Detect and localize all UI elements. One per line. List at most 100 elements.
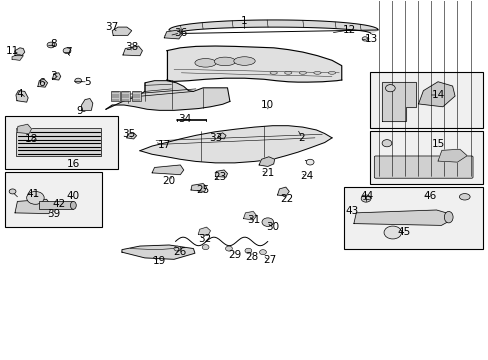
Polygon shape — [126, 133, 136, 139]
Circle shape — [225, 246, 232, 251]
Polygon shape — [52, 73, 61, 80]
Polygon shape — [259, 157, 274, 166]
Polygon shape — [12, 54, 23, 60]
Ellipse shape — [299, 71, 306, 74]
Circle shape — [362, 37, 367, 41]
Circle shape — [47, 42, 55, 48]
Circle shape — [259, 249, 266, 255]
Bar — [5, 116, 118, 169]
Bar — [369, 72, 482, 128]
Polygon shape — [166, 46, 341, 82]
Text: 34: 34 — [178, 113, 191, 123]
Text: 38: 38 — [125, 42, 138, 52]
Bar — [111, 91, 119, 102]
Text: 5: 5 — [84, 77, 91, 87]
Polygon shape — [381, 82, 415, 121]
FancyBboxPatch shape — [373, 156, 472, 178]
Text: 46: 46 — [423, 191, 436, 201]
Ellipse shape — [233, 57, 255, 65]
Text: 7: 7 — [65, 47, 72, 57]
Text: 3: 3 — [50, 71, 57, 81]
Polygon shape — [169, 20, 377, 33]
Circle shape — [75, 78, 81, 83]
Text: 6: 6 — [38, 78, 44, 88]
Polygon shape — [16, 91, 28, 102]
Bar — [5, 172, 102, 227]
Text: 4: 4 — [17, 89, 23, 99]
Ellipse shape — [214, 57, 235, 66]
Bar — [369, 131, 482, 184]
Ellipse shape — [328, 71, 335, 74]
Text: 16: 16 — [66, 159, 80, 169]
Polygon shape — [106, 81, 229, 111]
Text: 42: 42 — [52, 199, 65, 209]
Ellipse shape — [284, 71, 291, 74]
Text: 43: 43 — [345, 206, 358, 216]
Circle shape — [63, 48, 71, 54]
Text: 44: 44 — [360, 191, 373, 201]
Circle shape — [361, 195, 370, 202]
Text: 37: 37 — [105, 22, 119, 32]
Text: 29: 29 — [228, 250, 241, 260]
Text: 17: 17 — [157, 140, 170, 150]
Text: 8: 8 — [50, 39, 57, 49]
Polygon shape — [277, 187, 288, 196]
Text: 31: 31 — [247, 215, 260, 225]
Circle shape — [9, 189, 16, 194]
Text: 1: 1 — [241, 16, 247, 26]
Ellipse shape — [313, 71, 321, 74]
Text: 15: 15 — [430, 139, 444, 149]
Ellipse shape — [458, 194, 469, 200]
Polygon shape — [17, 124, 31, 134]
Text: 30: 30 — [265, 222, 279, 232]
Ellipse shape — [269, 71, 277, 74]
Polygon shape — [215, 170, 227, 177]
Circle shape — [385, 85, 394, 92]
Polygon shape — [15, 199, 51, 213]
Text: 13: 13 — [365, 34, 378, 44]
Polygon shape — [164, 30, 182, 39]
Circle shape — [381, 140, 391, 147]
Text: 2: 2 — [298, 133, 305, 143]
Circle shape — [27, 192, 44, 204]
Polygon shape — [198, 227, 210, 235]
Polygon shape — [140, 126, 331, 163]
Polygon shape — [122, 245, 195, 259]
Text: 25: 25 — [196, 185, 209, 195]
Text: 24: 24 — [300, 171, 313, 181]
Polygon shape — [122, 46, 142, 56]
Polygon shape — [152, 165, 183, 175]
Text: 41: 41 — [26, 189, 40, 199]
Text: 12: 12 — [342, 25, 355, 35]
Text: 22: 22 — [280, 194, 293, 203]
Text: 36: 36 — [173, 28, 186, 38]
Polygon shape — [217, 133, 225, 139]
Circle shape — [244, 248, 251, 253]
Bar — [16, 128, 101, 156]
Text: 32: 32 — [198, 234, 211, 244]
Polygon shape — [112, 27, 131, 35]
Circle shape — [202, 245, 208, 249]
Circle shape — [305, 159, 313, 165]
Text: 45: 45 — [397, 227, 410, 237]
Text: 21: 21 — [261, 168, 274, 178]
Polygon shape — [353, 210, 450, 225]
Circle shape — [262, 218, 273, 226]
Polygon shape — [191, 184, 206, 192]
Bar — [344, 187, 482, 249]
Text: 10: 10 — [261, 100, 274, 110]
Bar — [132, 91, 141, 102]
Polygon shape — [418, 82, 454, 107]
Circle shape — [174, 246, 181, 251]
Text: 35: 35 — [122, 129, 135, 139]
Bar — [121, 91, 130, 102]
Text: 11: 11 — [5, 46, 19, 56]
Bar — [39, 202, 73, 209]
Text: 20: 20 — [162, 176, 175, 186]
Text: 14: 14 — [430, 90, 444, 100]
Polygon shape — [38, 79, 47, 87]
Text: 26: 26 — [173, 247, 186, 257]
Ellipse shape — [195, 59, 216, 67]
Polygon shape — [243, 211, 256, 220]
Text: 19: 19 — [152, 256, 166, 266]
